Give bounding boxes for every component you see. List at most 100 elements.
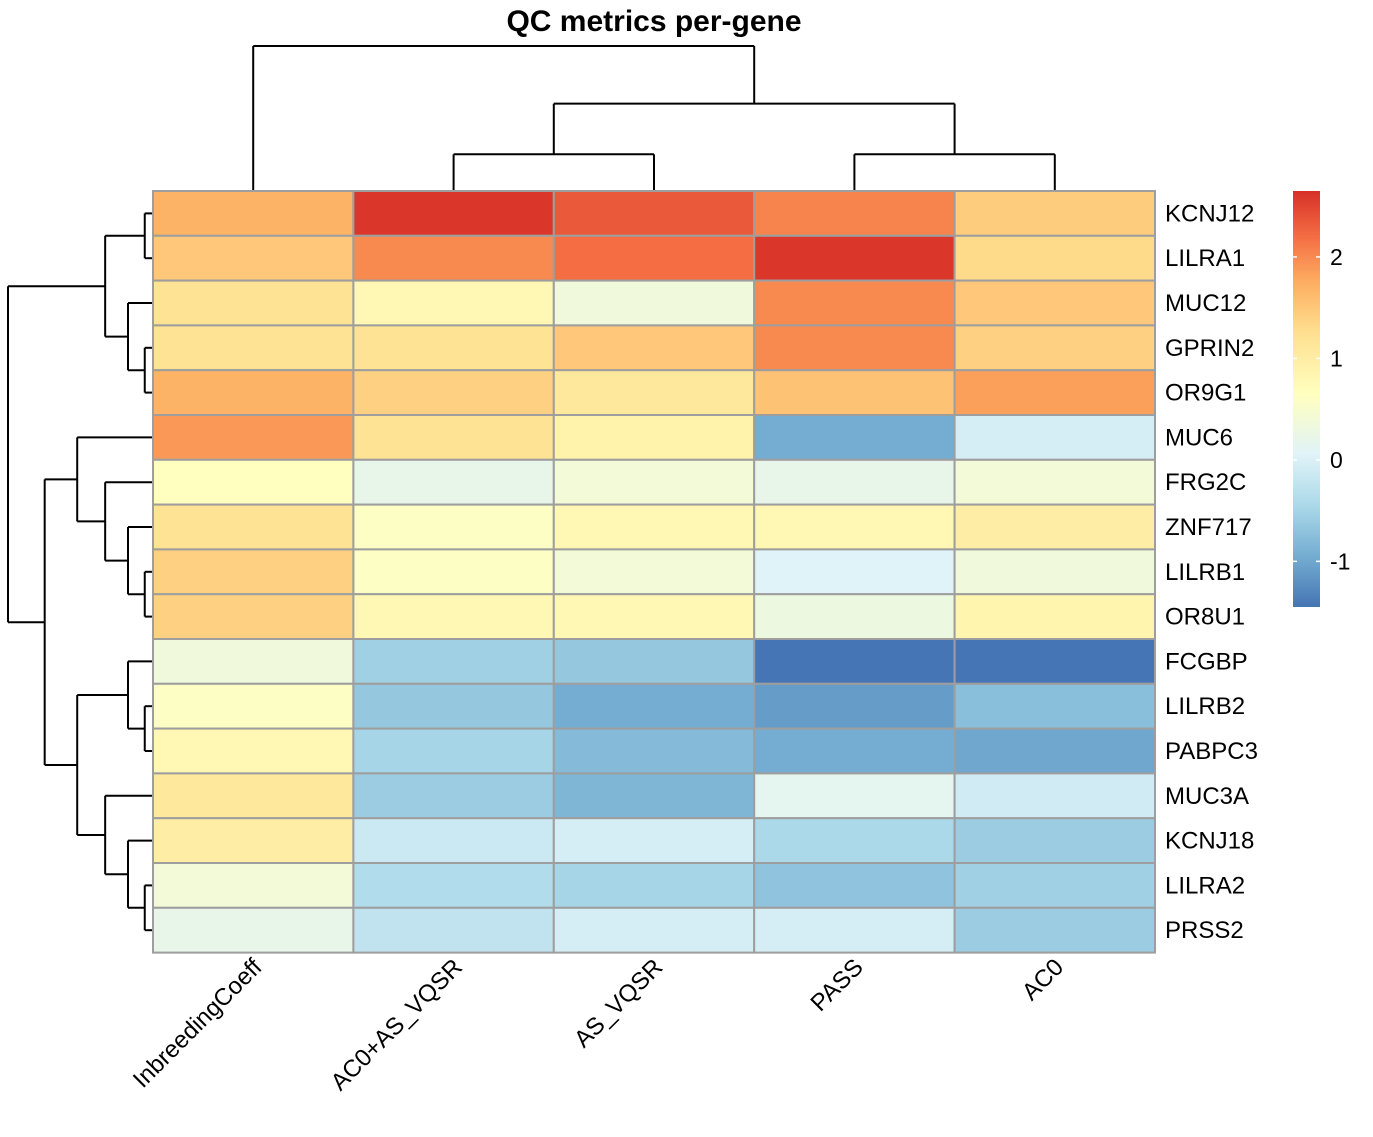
cell-lilra2-ac0 [953,862,1156,909]
cell-muc6-inbreedingcoeff [152,414,355,461]
cell-lilra1-ac0-as-vqsr [352,234,555,282]
cell-znf717-ac0 [953,503,1156,551]
cell-prss2-pass [753,906,956,954]
cell-kcnj12-pass [753,190,956,237]
cell-or9g1-pass [753,369,956,417]
cell-lilra2-as-vqsr [552,862,756,909]
cell-or9g1-ac0-as-vqsr [352,369,555,417]
row-label-or9g1: OR9G1 [1165,380,1246,407]
cell-muc3a-as-vqsr [552,772,756,820]
cell-frg2c-as-vqsr [552,458,756,506]
cell-pabpc3-inbreedingcoeff [152,727,355,775]
cell-muc6-ac0-as-vqsr [352,414,555,461]
cell-frg2c-ac0 [953,458,1156,506]
cell-muc3a-ac0 [953,772,1156,820]
column-label-pass: PASS [806,954,869,1017]
column-label-ac0-as-vqsr: AC0+AS_VQSR [326,954,468,1096]
row-label-kcnj12: KCNJ12 [1165,200,1254,227]
cell-kcnj12-inbreedingcoeff [152,190,355,237]
cell-kcnj18-ac0 [953,817,1156,865]
cell-lilrb2-as-vqsr [552,682,756,730]
row-label-muc12: MUC12 [1165,290,1246,317]
cell-gprin2-ac0 [953,324,1156,372]
cell-prss2-inbreedingcoeff [152,906,355,954]
row-label-muc3a: MUC3A [1165,783,1249,810]
chart-title: QC metrics per-gene [506,5,801,38]
cell-or9g1-inbreedingcoeff [152,369,355,417]
cell-muc3a-inbreedingcoeff [152,772,355,820]
cell-gprin2-inbreedingcoeff [152,324,355,372]
cell-muc3a-ac0-as-vqsr [352,772,555,820]
cell-muc3a-pass [753,772,956,820]
cell-znf717-ac0-as-vqsr [352,503,555,551]
column-label-ac0: AC0 [1017,954,1069,1006]
cell-frg2c-ac0-as-vqsr [352,458,555,506]
cell-muc6-ac0 [953,414,1156,461]
row-label-frg2c: FRG2C [1165,469,1246,496]
row-label-gprin2: GPRIN2 [1165,335,1254,362]
cell-lilra1-as-vqsr [552,234,756,282]
cell-kcnj18-pass [753,817,956,865]
cell-frg2c-inbreedingcoeff [152,458,355,506]
cell-muc12-ac0 [953,279,1156,327]
cell-kcnj18-as-vqsr [552,817,756,865]
cell-kcnj18-ac0-as-vqsr [352,817,555,865]
column-dendrogram [252,45,1056,191]
cell-fcgbp-as-vqsr [552,638,756,685]
cell-lilrb1-as-vqsr [552,548,756,596]
row-dendrogram [7,212,153,932]
row-labels: KCNJ12 LILRA1 MUC12 GPRIN2 OR9G1 MUC6 FRG2C ZNF… [1165,200,1258,944]
row-label-prss2: PRSS2 [1165,917,1244,944]
cell-or9g1-as-vqsr [552,369,756,417]
cell-fcgbp-ac0-as-vqsr [352,638,555,685]
color-legend: -1 0 1 2 [1293,191,1350,607]
legend-color-bar [1293,191,1320,607]
cell-pabpc3-as-vqsr [552,727,756,775]
cell-lilra2-ac0-as-vqsr [352,862,555,909]
cell-frg2c-pass [753,458,956,506]
cell-or8u1-ac0 [953,593,1156,641]
cell-fcgbp-ac0 [953,638,1156,685]
row-label-or8u1: OR8U1 [1165,604,1245,631]
cell-prss2-ac0 [953,906,1156,954]
cell-lilrb2-ac0 [953,682,1156,730]
cell-pabpc3-pass [753,727,956,775]
cell-prss2-as-vqsr [552,906,756,954]
cell-lilrb2-pass [753,682,956,730]
cell-lilrb1-pass [753,548,956,596]
cell-lilra2-pass [753,862,956,909]
column-labels: InbreedingCoeff AC0+AS_VQSR AS_VQSR PASS AC0 [128,954,1069,1096]
cell-muc12-as-vqsr [552,279,756,327]
cell-or8u1-ac0-as-vqsr [352,593,555,641]
legend-tick-label: 1 [1330,345,1343,371]
cell-or8u1-inbreedingcoeff [152,593,355,641]
cell-gprin2-as-vqsr [552,324,756,372]
cell-gprin2-pass [753,324,956,372]
cell-muc6-pass [753,414,956,461]
column-label-inbreedingcoeff: InbreedingCoeff [128,954,268,1094]
cell-znf717-as-vqsr [552,503,756,551]
row-label-lilrb1: LILRB1 [1165,559,1245,586]
row-label-muc6: MUC6 [1165,424,1233,451]
cell-or8u1-as-vqsr [552,593,756,641]
cell-znf717-pass [753,503,956,551]
cell-lilrb2-inbreedingcoeff [152,682,355,730]
row-label-kcnj18: KCNJ18 [1165,828,1254,855]
legend-tick-label: -1 [1330,548,1350,574]
cell-or9g1-ac0 [953,369,1156,417]
row-label-lilrb2: LILRB2 [1165,693,1245,720]
cell-gprin2-ac0-as-vqsr [352,324,555,372]
cell-lilrb2-ac0-as-vqsr [352,682,555,730]
heatmap-grid [152,190,1156,954]
cell-znf717-inbreedingcoeff [152,503,355,551]
cell-lilra1-pass [753,234,956,282]
row-label-znf717: ZNF717 [1165,514,1252,541]
cell-fcgbp-pass [753,638,956,685]
cell-lilra1-inbreedingcoeff [152,234,355,282]
cell-kcnj18-inbreedingcoeff [152,817,355,865]
cell-pabpc3-ac0 [953,727,1156,775]
cell-fcgbp-inbreedingcoeff [152,638,355,685]
cell-lilrb1-ac0-as-vqsr [352,548,555,596]
column-label-as-vqsr: AS_VQSR [569,954,668,1053]
cell-kcnj12-ac0 [953,190,1156,237]
